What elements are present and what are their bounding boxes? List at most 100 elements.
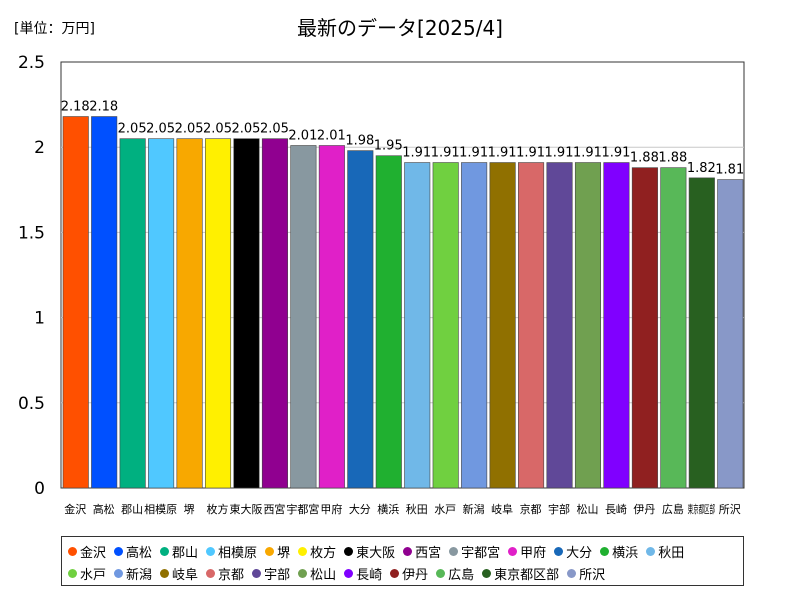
legend-item: 新潟	[114, 564, 152, 583]
legend-swatch	[160, 568, 170, 578]
legend-label: 宇都宮	[461, 545, 501, 561]
value-label: 2.01	[317, 128, 346, 143]
legend-item: 高松	[114, 542, 152, 561]
legend-label: 所沢	[579, 567, 606, 583]
legend-label: 松山	[310, 567, 337, 583]
legend-item: 水戸	[68, 564, 106, 583]
legend-swatch	[449, 546, 459, 556]
x-tick-label: 所沢	[719, 502, 741, 516]
bar	[489, 162, 516, 489]
value-label: 2.01	[288, 128, 317, 143]
legend-label: 長崎	[356, 567, 383, 583]
value-label: 2.05	[118, 122, 147, 137]
legend-swatch	[436, 568, 446, 578]
bar	[119, 138, 146, 489]
legend-label: 堺	[277, 545, 291, 561]
legend-swatch	[265, 546, 275, 556]
bar	[233, 138, 260, 489]
value-label: 2.05	[175, 122, 204, 137]
bar	[432, 162, 459, 489]
y-axis-ticks: 0 0.5 1 1.5 2 2.5	[18, 53, 45, 499]
legend-item: 相模原	[206, 542, 257, 561]
legend-item: 京都	[206, 564, 244, 583]
bar	[204, 138, 232, 489]
legend-item: 岐阜	[160, 564, 198, 583]
bar	[518, 162, 545, 489]
bar	[62, 116, 89, 489]
x-tick-label: 西宮	[263, 502, 285, 516]
legend-label: 伊丹	[402, 567, 429, 583]
value-label: 1.81	[715, 163, 744, 178]
bar	[148, 138, 175, 489]
legend-item: 横浜	[600, 542, 638, 561]
legend-item: 大分	[554, 542, 592, 561]
bar	[347, 150, 374, 489]
legend-row: 金沢 高松 郡山 相模原 堺 枚方 東大阪 西宮 宇都宮 甲府 大分 横浜 秋田	[68, 540, 739, 562]
value-label: 1.98	[345, 134, 374, 149]
value-label: 2.18	[61, 100, 90, 115]
legend-swatch	[554, 546, 564, 556]
legend-label: 広島	[448, 567, 475, 583]
value-label: 2.18	[89, 100, 118, 115]
y-tick-label: 0	[34, 479, 45, 499]
value-label: 1.91	[459, 146, 488, 161]
value-label: 1.91	[601, 146, 630, 161]
legend-swatch	[298, 568, 308, 578]
value-label: 1.91	[402, 146, 431, 161]
legend-swatch	[206, 546, 216, 556]
legend-item: 枚方	[298, 542, 336, 561]
plot-area	[60, 61, 745, 489]
x-tick-label: 堺	[184, 503, 195, 516]
bar	[318, 145, 345, 489]
legend-item: 伊丹	[390, 564, 428, 583]
bar	[290, 145, 317, 489]
bar-chart: 00.511.522.5 2.18 2.182.05 2.05 2.05 2.05 2.0…	[18, 53, 745, 516]
legend-label: 岐阜	[172, 567, 199, 583]
legend-item: 秋田	[646, 542, 684, 561]
chart-title: 最新のデータ[2025/4]	[297, 16, 503, 40]
legend-swatch	[68, 546, 77, 556]
legend-label: 東京都区部	[494, 567, 560, 583]
y-tick-label: 1	[34, 309, 45, 329]
x-tick-label: 水戸	[434, 503, 456, 516]
x-tick-label: 金沢	[64, 502, 86, 516]
legend-item: 長崎	[344, 564, 382, 583]
legend-label: 郡山	[172, 545, 199, 561]
legend-label: 秋田	[658, 545, 685, 561]
legend-swatch	[160, 546, 170, 556]
value-labels: 2.18 2.182.05 2.05 2.05 2.05 2.05 2.05 2.01 2.01…	[61, 100, 744, 178]
legend-item: 宇都宮	[449, 542, 500, 561]
bar	[660, 167, 687, 489]
x-tick-label: 秋田	[406, 502, 428, 516]
value-label: 1.95	[374, 139, 403, 154]
legend-label: 相模原	[218, 545, 258, 561]
value-label: 2.05	[232, 122, 261, 137]
x-tick-label: 宇部	[548, 502, 570, 516]
x-tick-label: 京都	[520, 502, 542, 516]
value-label: 1.91	[545, 146, 574, 161]
value-label: 1.91	[516, 146, 545, 161]
legend-swatch	[344, 546, 354, 556]
legend-item: 所沢	[567, 564, 605, 583]
bar	[91, 116, 118, 489]
legend-swatch	[206, 568, 216, 578]
legend-swatch	[646, 546, 656, 556]
value-label: 1.91	[573, 146, 602, 161]
x-tick-label: 高松	[93, 502, 115, 516]
x-axis-ticks: 金沢 高松 郡山 相模原堺枚方 東大阪 西宮 宇都宮 甲府 大分 横浜 秋田 水戸 新潟 岐阜 京都 宇部 松山…	[64, 502, 741, 516]
x-tick-label: 宇都宮	[286, 502, 319, 516]
legend-label: 甲府	[520, 545, 547, 561]
legend-swatch	[344, 568, 354, 578]
legend-item: 東京都区部	[482, 564, 559, 583]
legend-item: 松山	[298, 564, 336, 583]
bar	[176, 138, 203, 489]
legend-label: 宇部	[264, 567, 291, 583]
legend-swatch	[482, 568, 492, 578]
legend-item: 広島	[436, 564, 474, 583]
legend-item: 金沢	[68, 542, 106, 561]
value-label: 1.91	[488, 146, 517, 161]
legend-item: 東大阪	[344, 542, 395, 561]
x-tick-label: 大分	[349, 502, 371, 516]
bar	[546, 162, 573, 489]
legend-swatch	[403, 546, 413, 556]
